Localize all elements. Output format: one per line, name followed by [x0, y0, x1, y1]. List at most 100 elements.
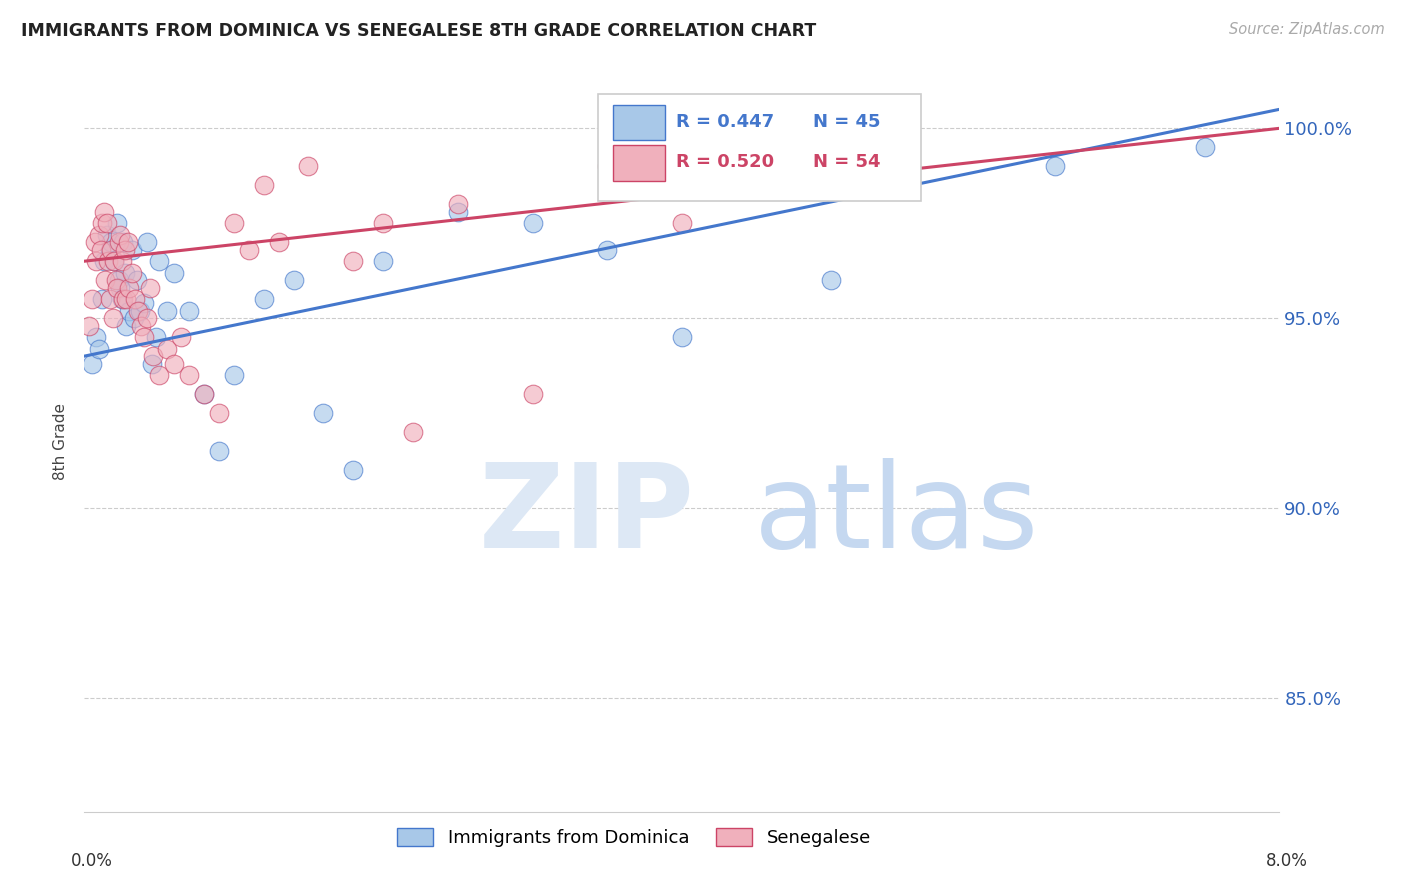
Point [253, 292, 276, 306]
Point [101, 311, 124, 326]
Point [80, 292, 103, 306]
Point [110, 227, 132, 242]
Point [129, 318, 152, 333]
Point [820, 273, 842, 287]
Point [107, 235, 129, 250]
Point [208, 406, 231, 420]
Text: N = 45: N = 45 [814, 113, 882, 131]
Point [447, 204, 470, 219]
Point [222, 368, 245, 383]
Point [596, 159, 619, 173]
Point [170, 330, 193, 344]
Point [121, 266, 143, 280]
Point [77, 318, 100, 333]
Point [745, 152, 768, 166]
Y-axis label: 8th Grade: 8th Grade [53, 403, 69, 480]
Point [86, 330, 108, 344]
Point [238, 243, 260, 257]
Text: N = 54: N = 54 [814, 153, 882, 171]
Point [112, 292, 135, 306]
Point [121, 243, 143, 257]
Point [103, 254, 125, 268]
Point [122, 311, 145, 326]
Point [522, 387, 544, 401]
Point [342, 254, 364, 268]
Point [90, 243, 112, 257]
Point [136, 311, 159, 326]
Point [145, 330, 167, 344]
Point [139, 281, 162, 295]
FancyBboxPatch shape [613, 145, 665, 181]
Point [253, 178, 276, 193]
Point [402, 425, 425, 439]
Point [117, 235, 139, 250]
Point [297, 159, 319, 173]
FancyBboxPatch shape [599, 94, 921, 201]
Point [267, 235, 290, 250]
Point [163, 357, 186, 371]
Point [112, 235, 135, 250]
Point [208, 444, 231, 458]
Point [127, 303, 149, 318]
Point [193, 387, 215, 401]
Point [89, 227, 111, 242]
Point [1045, 159, 1067, 173]
Point [94, 273, 117, 287]
Point [141, 357, 163, 371]
Text: atlas: atlas [754, 458, 1039, 573]
Point [136, 235, 159, 250]
Text: R = 0.520: R = 0.520 [676, 153, 775, 171]
Text: ZIP: ZIP [479, 458, 695, 573]
Point [91, 216, 114, 230]
Point [125, 273, 148, 287]
Point [312, 406, 335, 420]
Point [596, 243, 619, 257]
Text: IMMIGRANTS FROM DOMINICA VS SENEGALESE 8TH GRADE CORRELATION CHART: IMMIGRANTS FROM DOMINICA VS SENEGALESE 8… [21, 22, 817, 40]
Point [100, 243, 122, 257]
FancyBboxPatch shape [613, 104, 665, 140]
Point [894, 178, 917, 193]
Text: Source: ZipAtlas.com: Source: ZipAtlas.com [1229, 22, 1385, 37]
Point [148, 368, 170, 383]
Text: R = 0.447: R = 0.447 [676, 113, 775, 131]
Point [118, 303, 141, 318]
Point [671, 330, 693, 344]
Point [96, 216, 118, 230]
Point [91, 292, 114, 306]
Point [671, 216, 693, 230]
Point [97, 254, 120, 268]
Point [105, 216, 128, 230]
Point [86, 254, 108, 268]
Point [96, 227, 118, 242]
Point [177, 368, 200, 383]
Point [283, 273, 305, 287]
Point [115, 292, 138, 306]
Point [111, 292, 134, 306]
Point [148, 254, 170, 268]
Point [142, 349, 165, 363]
Point [373, 254, 395, 268]
Point [132, 330, 156, 344]
Point [155, 303, 177, 318]
Point [118, 281, 141, 295]
Point [820, 140, 842, 154]
Point [124, 292, 146, 306]
Point [105, 281, 128, 295]
Point [89, 342, 111, 356]
Point [163, 266, 186, 280]
Point [155, 342, 177, 356]
Point [115, 318, 138, 333]
Point [98, 243, 121, 257]
Text: 8.0%: 8.0% [1265, 852, 1308, 870]
Point [128, 303, 150, 318]
Point [110, 281, 132, 295]
Point [132, 296, 156, 310]
Point [193, 387, 215, 401]
Point [93, 254, 115, 268]
Point [522, 216, 544, 230]
Point [114, 243, 136, 257]
Text: 0.0%: 0.0% [70, 852, 112, 870]
Point [222, 216, 245, 230]
Point [100, 235, 122, 250]
Point [98, 292, 121, 306]
